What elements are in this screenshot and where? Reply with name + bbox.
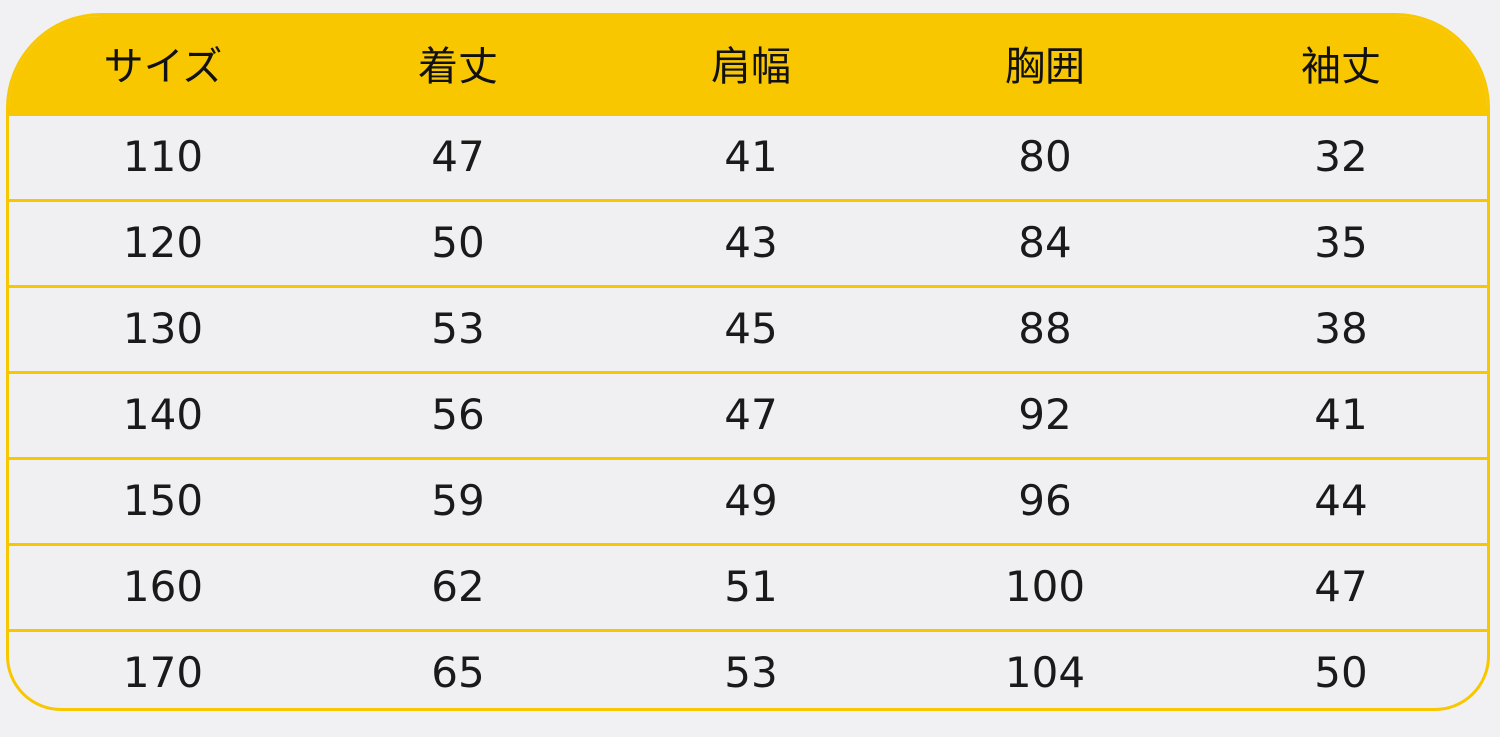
column-header: 着丈	[418, 44, 498, 90]
table-body: 110 47 41 80 32 120 50 43 84 35 130 53 45 88 38 140 56 47…	[9, 113, 1487, 708]
column-header: 肩幅	[711, 44, 791, 90]
table-cell: 160	[122, 562, 204, 611]
table-row: 160 62 51 100 47	[9, 543, 1487, 629]
table-cell: 110	[122, 132, 204, 181]
table-row: 120 50 43 84 35	[9, 199, 1487, 285]
table-header: サイズ 着丈 肩幅 胸囲 袖丈	[9, 16, 1487, 113]
table-cell: 65	[431, 648, 485, 697]
table-cell: 96	[1018, 476, 1072, 525]
table-cell: 100	[1004, 562, 1086, 611]
table-cell: 49	[724, 476, 778, 525]
table-row: 150 59 49 96 44	[9, 457, 1487, 543]
table-row: 110 47 41 80 32	[9, 113, 1487, 199]
table-cell: 41	[724, 132, 778, 181]
table-cell: 53	[724, 648, 778, 697]
table-cell: 88	[1018, 304, 1072, 353]
table-cell: 130	[122, 304, 204, 353]
table-cell: 41	[1314, 390, 1368, 439]
table-cell: 80	[1018, 132, 1072, 181]
column-header: サイズ	[103, 44, 223, 90]
table-row: 130 53 45 88 38	[9, 285, 1487, 371]
column-header: 胸囲	[1005, 44, 1085, 90]
table-cell: 92	[1018, 390, 1072, 439]
table-cell: 47	[431, 132, 485, 181]
table-cell: 104	[1004, 648, 1086, 697]
table-cell: 53	[431, 304, 485, 353]
table-cell: 35	[1314, 218, 1368, 267]
table-cell: 140	[122, 390, 204, 439]
table-cell: 59	[431, 476, 485, 525]
table-cell: 50	[1314, 648, 1368, 697]
table-cell: 120	[122, 218, 204, 267]
table-row: 170 65 53 104 50	[9, 629, 1487, 708]
table-row: 140 56 47 92 41	[9, 371, 1487, 457]
table-cell: 38	[1314, 304, 1368, 353]
table-cell: 43	[724, 218, 778, 267]
table-cell: 150	[122, 476, 204, 525]
table-cell: 170	[122, 648, 204, 697]
table-cell: 50	[431, 218, 485, 267]
table-cell: 44	[1314, 476, 1368, 525]
column-header: 袖丈	[1301, 44, 1381, 90]
table-cell: 51	[724, 562, 778, 611]
table-cell: 84	[1018, 218, 1072, 267]
table-cell: 56	[431, 390, 485, 439]
size-chart-table: サイズ 着丈 肩幅 胸囲 袖丈 110 47 41 80 32 120 50 43 84 35 130 53 4…	[6, 13, 1490, 711]
table-cell: 45	[724, 304, 778, 353]
table-cell: 47	[724, 390, 778, 439]
table-cell: 62	[431, 562, 485, 611]
table-cell: 47	[1314, 562, 1368, 611]
table-cell: 32	[1314, 132, 1368, 181]
